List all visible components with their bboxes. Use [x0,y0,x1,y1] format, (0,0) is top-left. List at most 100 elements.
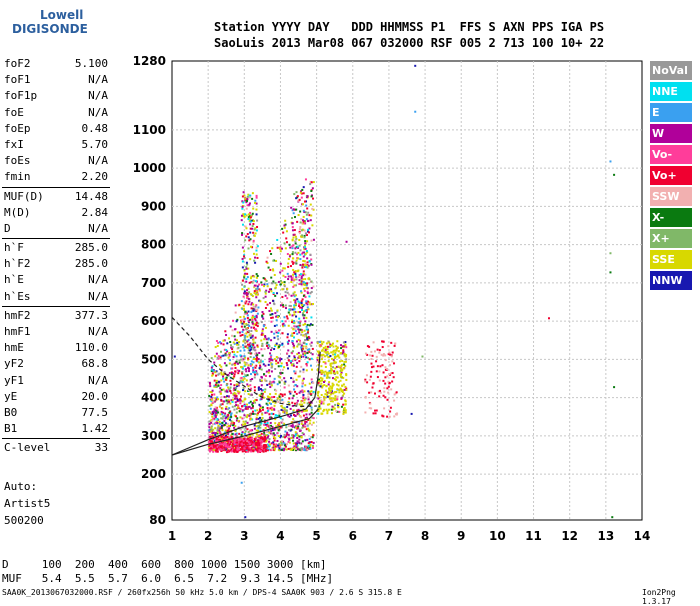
echo-point [241,195,244,198]
param-row: hmE 110.0 [2,340,108,356]
echo-point [267,347,270,350]
echo-point [233,328,236,331]
echo-point [281,443,284,446]
echo-point [305,302,308,305]
echo-point [274,401,277,404]
echo-point [305,286,308,289]
echo-point [271,359,274,362]
echo-point [287,433,290,436]
param-value: 33 [94,441,108,455]
echo-point [388,351,391,354]
echo-point [303,210,306,213]
echo-point [228,407,231,410]
echo-point [255,309,258,312]
echo-point [220,424,223,427]
y-tick-label: 400 [141,391,166,405]
echo-point [258,440,261,443]
echo-point [272,432,275,435]
echo-point [211,413,214,416]
echo-point [310,263,313,266]
echo-point [231,329,234,332]
echo-point [340,369,343,372]
echo-point [247,297,250,300]
echo-point [300,279,303,282]
echo-point [261,342,264,345]
echo-point [389,406,392,409]
echo-point [247,349,250,352]
echo-point [294,372,297,375]
echo-point [253,427,256,430]
echo-point [274,286,277,289]
echo-point [244,443,247,446]
echo-point [245,300,248,303]
echo-point [333,355,336,358]
echo-point [284,219,287,222]
echo-point [271,381,274,384]
echo-point [609,160,612,163]
echo-point [289,429,292,432]
echo-point [293,355,296,358]
echo-point [388,381,391,384]
echo-point [303,352,306,355]
echo-point [276,314,279,317]
echo-point [305,413,308,416]
echo-point [245,291,248,294]
echo-point [254,227,257,230]
echo-point [212,400,215,403]
echo-point [208,420,211,423]
echo-point [294,261,297,264]
echo-point [304,200,307,203]
echo-point [222,343,225,346]
echo-point [262,447,265,450]
echo-point [208,446,211,449]
echo-point [274,418,277,421]
echo-point [296,345,299,348]
echo-point [310,344,313,347]
echo-point [302,274,305,277]
echo-point [309,253,312,256]
echo-point [247,213,250,216]
echo-point [301,252,304,255]
echo-point [344,340,347,343]
echo-point [339,366,342,369]
echo-point [369,354,372,357]
echo-point [309,323,312,326]
echo-point [248,281,251,284]
echo-point [324,345,327,348]
echo-point [296,361,299,364]
echo-point [291,222,294,225]
echo-point [214,438,217,441]
echo-point [255,321,258,324]
echo-point [310,386,313,389]
echo-point [239,334,242,337]
echo-point [242,444,245,447]
echo-point [228,354,231,357]
echo-point [215,374,218,377]
echo-point [260,368,263,371]
echo-point [283,316,286,319]
echo-point [322,341,325,344]
echo-point [243,414,246,417]
echo-point [311,368,314,371]
param-row: hmF1 N/A [2,324,108,340]
echo-point [260,398,263,401]
echo-point [298,274,301,277]
legend-item-e: E [650,103,692,122]
echo-point [279,434,282,437]
echo-point [303,245,306,248]
echo-point [255,399,258,402]
echo-point [342,341,345,344]
echo-point [215,446,218,449]
echo-point [301,298,304,301]
echo-point [208,404,211,407]
echo-point [277,338,280,341]
echo-point [222,411,225,414]
echo-point [241,439,244,442]
echo-point [235,411,238,414]
echo-point [243,437,246,440]
echo-point [274,345,277,348]
echo-point [251,302,254,305]
echo-point [239,448,242,451]
echo-point [219,403,222,406]
echo-point [381,414,384,417]
